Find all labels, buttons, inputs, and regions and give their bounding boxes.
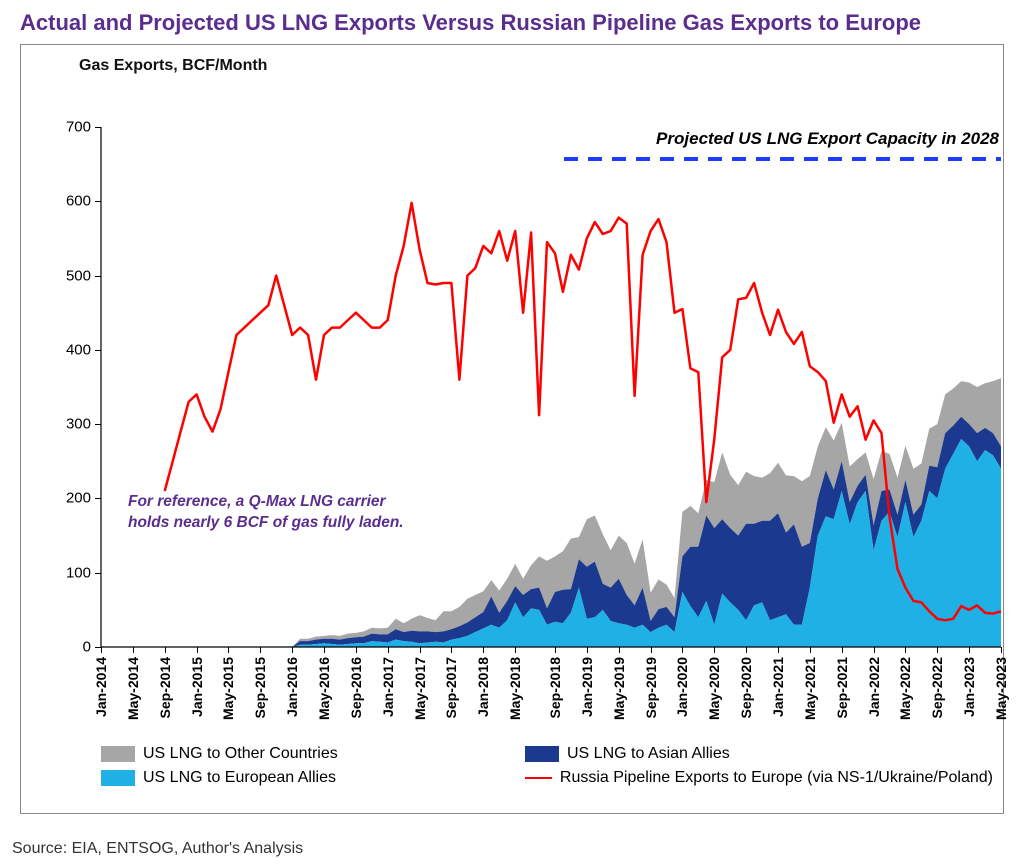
x-tick-label: Jan-2018 [475,657,491,717]
chart-title: Actual and Projected US LNG Exports Vers… [20,10,921,36]
legend: US LNG to Other Countries US LNG to Europ… [101,745,1001,787]
x-tick [874,647,875,653]
x-tick [356,647,357,653]
x-tick [619,647,620,653]
x-tick [1001,647,1002,653]
x-tick [651,647,652,653]
x-tick [292,647,293,653]
x-tick [778,647,779,653]
x-tick [260,647,261,653]
x-tick [587,647,588,653]
x-tick [682,647,683,653]
x-tick-label: Sep-2021 [834,657,850,718]
x-tick [101,647,102,653]
x-tick-label: May-2020 [706,657,722,720]
legend-line-swatch [525,777,552,780]
x-tick-label: Jan-2017 [380,657,396,717]
x-tick [905,647,906,653]
legend-label: US LNG to Other Countries [143,745,338,763]
legend-swatch [101,746,135,762]
legend-swatch [525,746,559,762]
x-tick [133,647,134,653]
legend-item-other: US LNG to Other Countries [101,745,515,763]
x-tick [810,647,811,653]
x-tick-label: Sep-2019 [643,657,659,718]
x-tick-label: Sep-2020 [738,657,754,718]
projected-capacity-label: Projected US LNG Export Capacity in 2028 [656,129,999,149]
legend-label: Russia Pipeline Exports to Europe (via N… [560,769,993,787]
legend-label: US LNG to Asian Allies [567,745,730,763]
x-tick-label: May-2015 [220,657,236,720]
x-tick [165,647,166,653]
x-tick [483,647,484,653]
x-tick-label: Sep-2015 [252,657,268,718]
x-tick [451,647,452,653]
x-tick [842,647,843,653]
x-tick [388,647,389,653]
chart-panel: Gas Exports, BCF/Month 01002003004005006… [20,44,1004,814]
x-tick [420,647,421,653]
x-tick [324,647,325,653]
x-tick-label: Jan-2023 [961,657,977,717]
x-tick [746,647,747,653]
x-tick-label: Jan-2014 [93,657,109,717]
x-tick-label: Sep-2022 [929,657,945,718]
x-tick [228,647,229,653]
projected-capacity-line [564,157,1001,161]
x-tick-label: May-2018 [507,657,523,720]
x-tick [714,647,715,653]
x-tick [197,647,198,653]
x-tick-label: Jan-2021 [770,657,786,717]
x-tick-label: Sep-2014 [157,657,173,718]
x-tick-label: Jan-2016 [284,657,300,717]
x-tick-label: Sep-2018 [547,657,563,718]
x-tick-label: May-2023 [993,657,1009,720]
x-tick-label: May-2016 [316,657,332,720]
x-tick-label: Jan-2015 [189,657,205,717]
x-tick-label: May-2019 [611,657,627,720]
legend-swatch [101,770,135,786]
x-tick-label: Jan-2022 [866,657,882,717]
x-tick-label: Jan-2019 [579,657,595,717]
x-tick [969,647,970,653]
x-tick-label: Jan-2020 [674,657,690,717]
chart-container: { "title": "Actual and Projected US LNG … [0,0,1024,868]
x-tick-label: May-2021 [802,657,818,720]
x-tick-label: Sep-2016 [348,657,364,718]
x-tick [937,647,938,653]
x-tick-label: May-2022 [897,657,913,720]
legend-label: US LNG to European Allies [143,769,336,787]
x-tick-label: May-2017 [412,657,428,720]
legend-item-asian: US LNG to Asian Allies [525,745,993,763]
qmax-note-line1: For reference, a Q-Max LNG carrier [128,492,404,513]
x-tick-label: Sep-2017 [443,657,459,718]
qmax-note-line2: holds nearly 6 BCF of gas fully laden. [128,513,404,534]
legend-item-russia: Russia Pipeline Exports to Europe (via N… [525,769,993,787]
legend-item-european: US LNG to European Allies [101,769,515,787]
x-tick [555,647,556,653]
x-tick [515,647,516,653]
source-attribution: Source: EIA, ENTSOG, Author's Analysis [12,840,303,858]
qmax-note: For reference, a Q-Max LNG carrier holds… [128,492,404,534]
x-tick-label: May-2014 [125,657,141,720]
